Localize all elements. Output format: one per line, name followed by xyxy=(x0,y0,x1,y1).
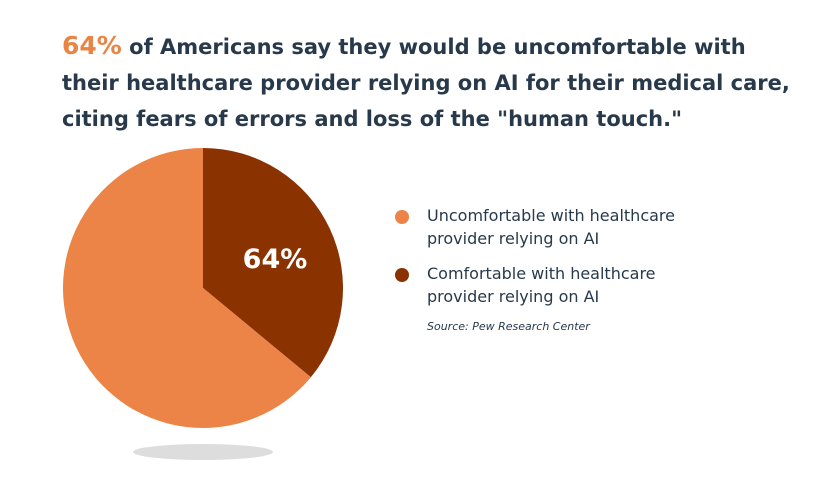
legend-label-comfortable: Comfortable with healthcare provider rel… xyxy=(427,264,656,306)
pie-slice-comfortable xyxy=(203,148,344,378)
legend-item-comfortable: Comfortable with healthcare provider rel… xyxy=(395,262,715,308)
pie-shadow xyxy=(133,444,273,460)
legend-swatch-uncomfortable xyxy=(395,210,409,224)
pie-slice-uncomfortable xyxy=(62,148,311,428)
pie-data-label: 64% xyxy=(243,244,308,275)
headline-highlight: 64% xyxy=(62,31,122,60)
pie-slices xyxy=(62,148,344,428)
headline: 64% of Americans say they would be uncom… xyxy=(62,28,802,137)
headline-text: of Americans say they would be uncomfort… xyxy=(62,35,790,131)
legend: Uncomfortable with healthcare provider r… xyxy=(395,204,715,333)
source-note: Source: Pew Research Center xyxy=(427,320,590,333)
legend-swatch-comfortable xyxy=(395,268,409,282)
legend-label-uncomfortable: Uncomfortable with healthcare provider r… xyxy=(427,206,675,248)
legend-item-uncomfortable: Uncomfortable with healthcare provider r… xyxy=(395,204,715,250)
